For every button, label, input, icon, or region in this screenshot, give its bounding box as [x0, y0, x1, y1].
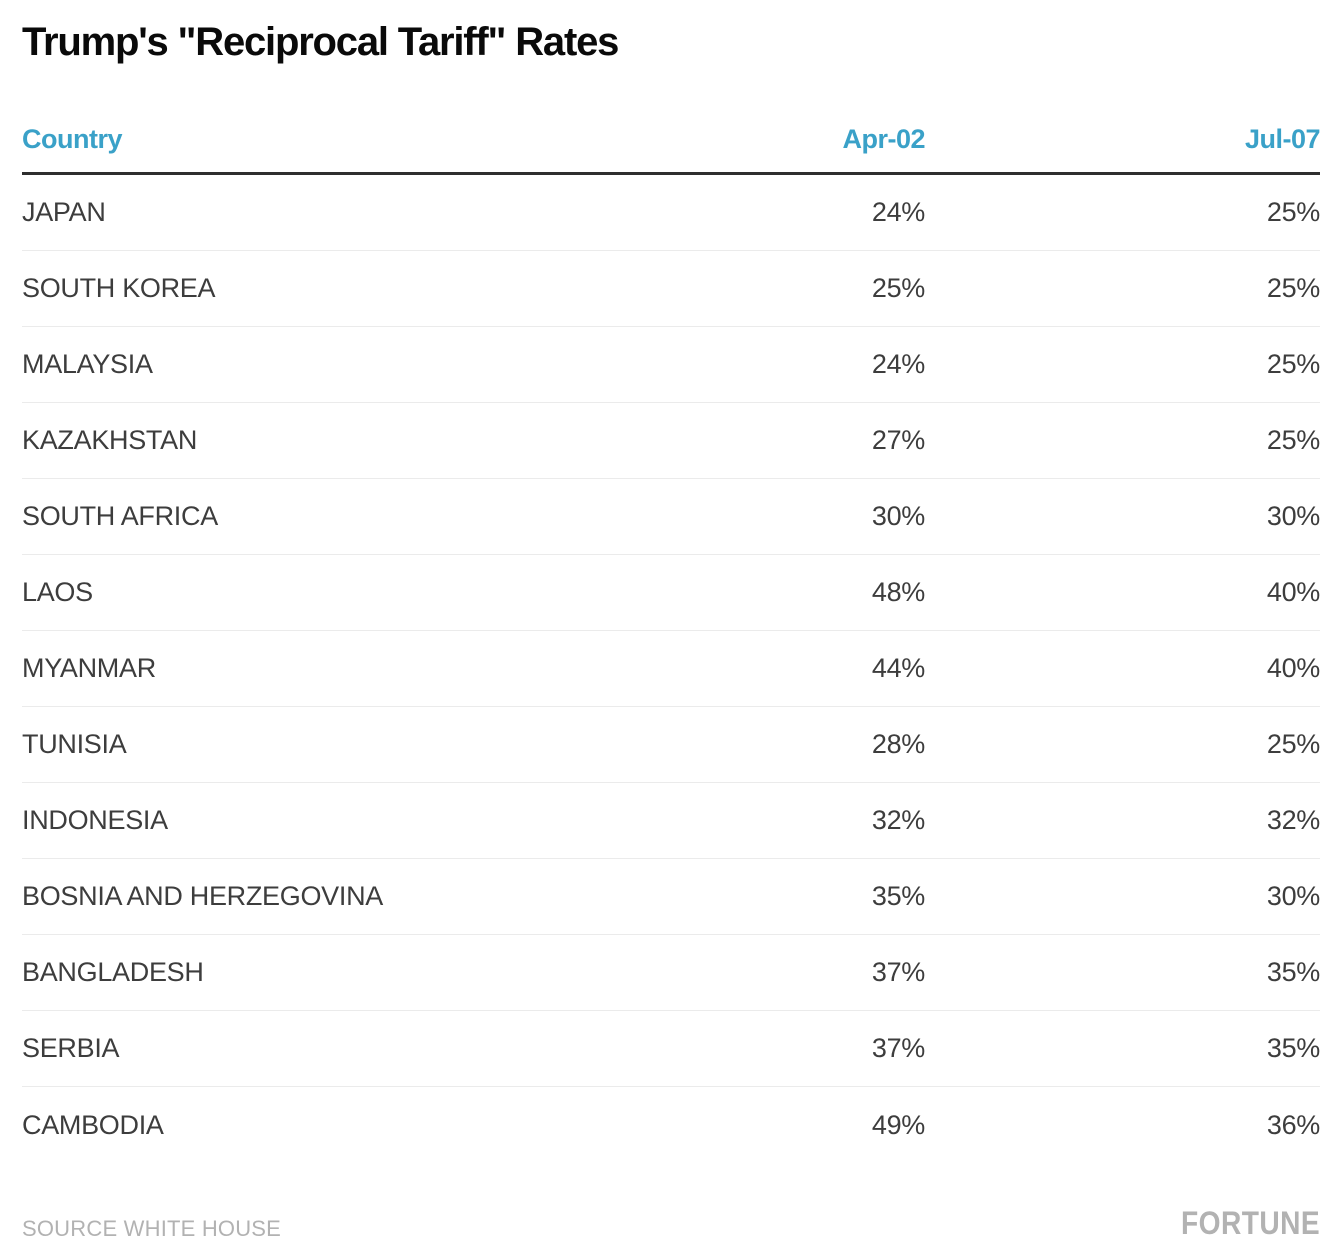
apr02-cell: 30%	[871, 501, 925, 531]
jul07-cell: 25%	[1266, 349, 1320, 379]
page-title: Trump's "Reciprocal Tariff" Rates	[22, 20, 619, 64]
table-row: CAMBODIA 49% 36%	[22, 1087, 1320, 1163]
country-cell: BOSNIA AND HERZEGOVINA	[22, 881, 383, 911]
source-label: SOURCE WHITE HOUSE	[22, 1216, 282, 1241]
country-cell: BANGLADESH	[22, 957, 204, 987]
country-cell: SERBIA	[22, 1033, 120, 1063]
table-row: SERBIA 37% 35%	[22, 1011, 1320, 1087]
jul07-cell: 32%	[1266, 805, 1320, 835]
country-cell: JAPAN	[22, 197, 106, 227]
table-row: JAPAN 24% 25%	[22, 175, 1320, 251]
column-header-apr02: Apr-02	[842, 124, 925, 154]
column-header-country: Country	[22, 124, 123, 154]
table-row: MYANMAR 44% 40%	[22, 631, 1320, 707]
country-cell: SOUTH KOREA	[22, 273, 216, 303]
jul07-cell: 25%	[1266, 273, 1320, 303]
table-header: Country Apr-02 Jul-07	[22, 124, 1321, 175]
table-row: KAZAKHSTAN 27% 25%	[22, 403, 1320, 479]
apr02-cell: 24%	[871, 197, 925, 227]
jul07-cell: 25%	[1266, 197, 1320, 227]
table-row: BANGLADESH 37% 35%	[22, 935, 1320, 1011]
country-cell: LAOS	[22, 577, 93, 607]
fortune-logo: FORTUNE	[1180, 1205, 1320, 1241]
country-cell: KAZAKHSTAN	[22, 425, 198, 455]
column-header-jul07: Jul-07	[1244, 124, 1321, 154]
apr02-cell: 28%	[871, 729, 925, 759]
apr02-cell: 27%	[871, 425, 925, 455]
country-cell: MALAYSIA	[22, 349, 153, 379]
jul07-cell: 25%	[1266, 729, 1320, 759]
table-body: JAPAN 24% 25% SOUTH KOREA 25% 25% MALAYS…	[22, 175, 1320, 1163]
jul07-cell: 30%	[1266, 881, 1320, 911]
table-row: LAOS 48% 40%	[22, 555, 1320, 631]
apr02-cell: 37%	[871, 957, 925, 987]
country-cell: CAMBODIA	[22, 1109, 164, 1140]
table-row: SOUTH AFRICA 30% 30%	[22, 479, 1320, 555]
apr02-cell: 24%	[871, 349, 925, 379]
table-row: BOSNIA AND HERZEGOVINA 35% 30%	[22, 859, 1320, 935]
apr02-cell: 44%	[871, 653, 925, 683]
apr02-cell: 48%	[871, 577, 925, 607]
jul07-cell: 35%	[1266, 957, 1320, 987]
jul07-cell: 30%	[1266, 501, 1320, 531]
table-row: SOUTH KOREA 25% 25%	[22, 251, 1320, 327]
table-row: MALAYSIA 24% 25%	[22, 327, 1320, 403]
country-cell: TUNISIA	[22, 729, 127, 759]
jul07-cell: 35%	[1266, 1033, 1320, 1063]
apr02-cell: 25%	[871, 273, 925, 303]
country-cell: SOUTH AFRICA	[22, 501, 218, 531]
country-cell: MYANMAR	[22, 653, 156, 683]
country-cell: INDONESIA	[22, 805, 168, 835]
footer: SOURCE WHITE HOUSE FORTUNE	[22, 1205, 1320, 1242]
apr02-cell: 37%	[871, 1033, 925, 1063]
apr02-cell: 35%	[871, 881, 925, 911]
jul07-cell: 25%	[1266, 425, 1320, 455]
jul07-cell: 36%	[1266, 1109, 1320, 1140]
apr02-cell: 32%	[871, 805, 925, 835]
apr02-cell: 49%	[871, 1109, 925, 1140]
table-row: INDONESIA 32% 32%	[22, 783, 1320, 859]
jul07-cell: 40%	[1266, 653, 1320, 683]
table-row: TUNISIA 28% 25%	[22, 707, 1320, 783]
jul07-cell: 40%	[1266, 577, 1320, 607]
